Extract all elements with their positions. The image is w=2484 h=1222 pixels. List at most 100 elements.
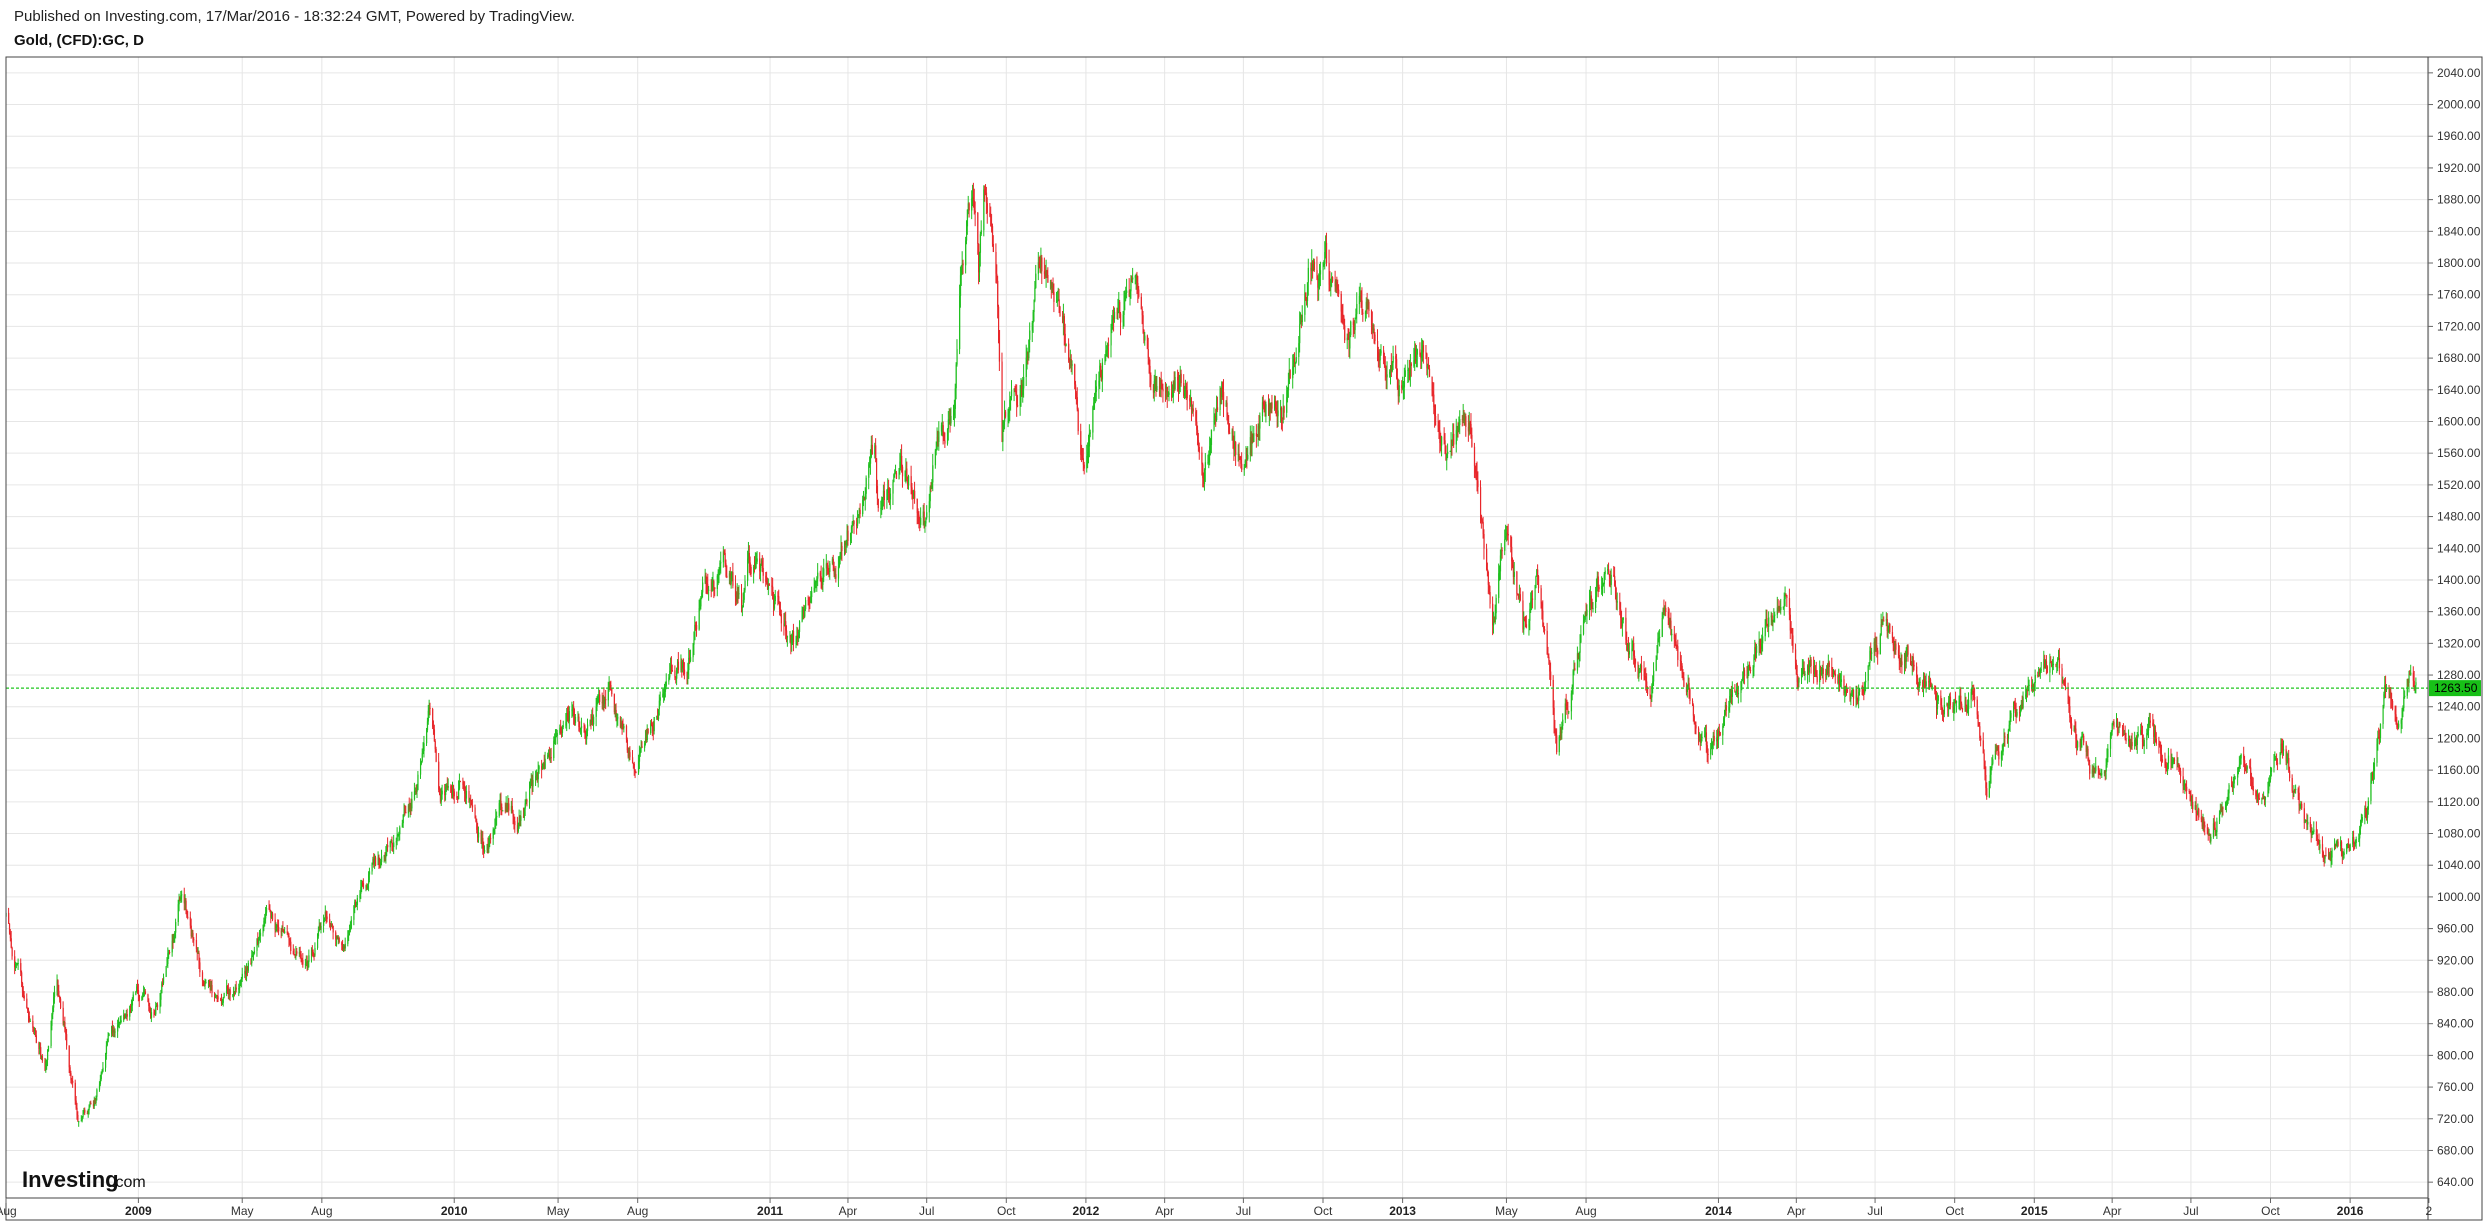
candle-body [2056,662,2058,665]
candle-body [2306,820,2308,825]
candle-body [105,1045,108,1055]
candle-body [817,572,819,579]
candle-body [1403,376,1406,388]
candle-body [1068,360,1071,362]
candle-body [815,581,817,583]
candle-body [1831,666,1833,670]
candle-body [821,582,823,585]
candle-body [843,543,846,552]
candle-body [1014,389,1016,392]
candle-body [1754,647,1756,658]
candle-body [1735,691,1737,693]
candle-body [756,558,758,562]
candle-body [686,673,688,675]
candle-body [1471,434,1473,447]
candle-body [1107,344,1109,350]
candle-body [2321,844,2324,852]
candle-body [399,827,401,835]
candle-body [2128,738,2131,745]
price-tick-label: 1920.00 [2437,161,2481,175]
candle-body [438,761,440,790]
candle-body [469,799,471,801]
candle-body [403,811,405,815]
candle-body [1627,643,1629,651]
candle-body [2184,784,2186,786]
candle-body [2219,809,2222,814]
candle-body [2070,717,2072,724]
candle-body [584,726,586,735]
candle-body [2113,721,2115,728]
candle-body [290,941,292,952]
candle-body [722,551,725,563]
candle-body [1015,391,1017,395]
candle-body [1507,534,1509,536]
chart-grid [5,57,2430,1198]
candle-body [1081,455,1084,459]
candle-body [1469,422,1471,424]
candle-body [1050,282,1052,289]
candle-body [1795,663,1798,675]
time-axis[interactable]: Aug2009MayAug2010MayAug2011AprJulOct2012… [0,1197,2433,1218]
candle-body [1765,617,1767,627]
candle-body [245,970,247,975]
candle-body [876,485,879,499]
candle-body [2225,805,2228,807]
candle-body [1802,667,1804,669]
candle-body [2370,780,2372,801]
candle-body [459,780,461,782]
candle-body [1808,664,1811,673]
candle-body [447,786,449,788]
candle-body [1002,424,1004,442]
price-axis[interactable]: 640.00680.00720.00760.00800.00840.00880.… [2427,57,2481,1220]
candle-body [2019,709,2022,713]
candle-body [2334,844,2336,850]
candle-body [251,955,253,964]
candle-body [2384,685,2386,695]
candle-body [426,721,429,731]
candle-body [1665,607,1667,612]
candle-body [1477,480,1479,488]
candle-body [1453,433,1455,445]
candle-body [1359,293,1361,296]
candle-body [1565,703,1567,706]
candle-body [2355,838,2357,843]
candle-body [1501,550,1503,552]
candle-body [125,1014,127,1017]
candle-body [28,1016,31,1022]
candle-body [308,955,310,963]
candle-body [2280,743,2282,754]
candle-body [1892,637,1894,646]
candle-body [1416,349,1419,355]
candle-body [932,465,934,483]
candle-body [240,978,243,982]
candle-body [1229,432,1231,434]
candle-body [2378,736,2380,738]
candle-body [1664,607,1666,612]
candle-body [1040,257,1042,268]
candle-body [1380,350,1382,354]
candle-body [1026,356,1028,358]
candle-body [1410,363,1412,366]
candle-body [1125,293,1127,295]
candle-body [894,472,896,475]
candle-body [2336,841,2338,843]
candle-body [638,753,641,762]
candle-body [651,723,653,725]
candle-body [21,982,24,991]
candle-body [1434,415,1437,426]
candle-body [411,799,413,809]
candle-body [511,805,513,814]
candle-body [1494,613,1496,623]
candle-body [1873,641,1875,653]
candle-body [258,937,260,944]
candle-body [2110,731,2112,736]
candle-body [928,501,930,513]
candle-body [1549,660,1551,672]
candle-body [1253,433,1255,442]
candle-body [323,919,325,926]
candle-body [590,720,592,723]
candle-body [1766,617,1768,626]
candle-body [609,683,611,685]
candle-body [413,791,416,800]
